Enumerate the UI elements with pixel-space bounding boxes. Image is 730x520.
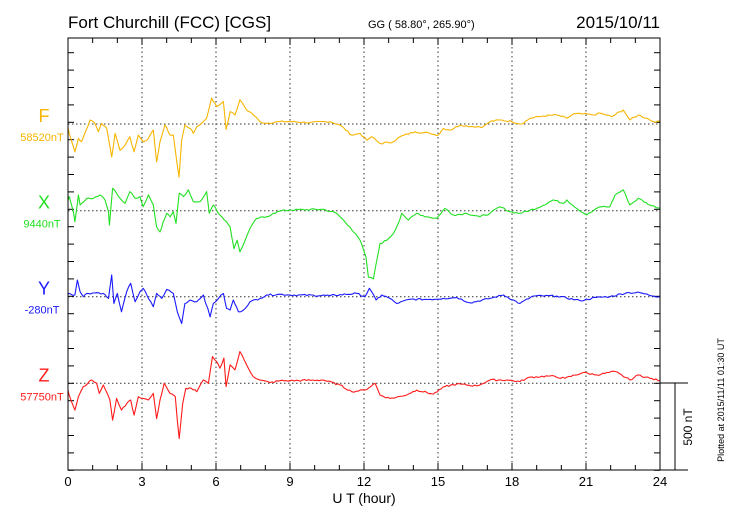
baseline-value-z: 57750nT [20,391,64,403]
x-tick-label: 15 [431,474,445,489]
plot-frame [67,37,661,471]
coordinates-label: GG ( 58.80°, 265.90°) [368,19,475,31]
component-name-x: X [38,193,50,213]
series-line-f [67,97,661,178]
series-line-y [67,274,661,325]
scale-bar: 500 nT [660,382,695,471]
series-lines [67,97,661,440]
x-tick-label: 24 [653,474,667,489]
x-tick-label: 21 [579,474,593,489]
x-axis-label: U T (hour) [332,490,395,506]
component-name-f: F [39,106,50,126]
baseline-value-x: 9440nT [23,219,61,231]
baseline-value-f: 58520nT [20,132,64,144]
component-name-y: Y [38,279,50,299]
component-name-z: Z [39,365,50,385]
station-title: Fort Churchill (FCC) [CGS] [68,13,271,32]
x-tick-label: 6 [212,474,219,489]
x-tick-label: 9 [286,474,293,489]
series-line-x [67,187,661,280]
x-tick-label: 0 [64,474,71,489]
component-labels: F 58520nT X 9440nT Y -280nT Z 57750nT [20,106,64,403]
scale-bar-label: 500 nT [681,408,695,446]
date-label: 2015/10/11 [576,13,660,32]
x-tick-label: 12 [357,474,371,489]
plotted-timestamp: Plotted at 2015/11/11 01:30 UT [716,338,726,462]
x-tick-labels: 0 3 6 9 12 15 18 21 24 [64,474,667,489]
series-line-z [67,350,660,440]
x-tick-label: 18 [505,474,519,489]
x-tick-label: 3 [138,474,145,489]
baseline-value-y: -280nT [25,305,60,317]
grid-lines [68,38,660,470]
